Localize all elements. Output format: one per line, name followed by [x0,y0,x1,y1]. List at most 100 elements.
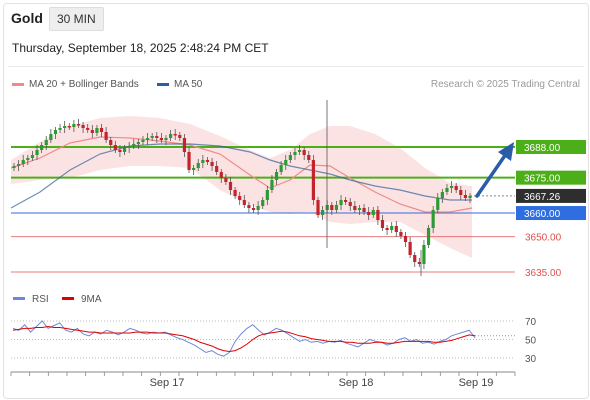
candle-body [201,160,205,163]
candle-body [113,145,117,150]
candle-body [270,180,274,190]
instrument-title: Gold [11,10,43,26]
candle-body [362,208,366,212]
candle-body [367,212,371,215]
candle-body [251,208,256,210]
rsi-ma-legend-swatch [62,297,74,300]
candle-body [426,228,431,245]
level-label-3635.00: 3635.00 [525,268,562,279]
candle-body [49,134,53,140]
candle-body [440,192,444,198]
ma50-label: MA 50 [174,79,203,90]
candle-body [316,200,320,215]
candle-body [99,128,104,132]
candle-body [86,128,90,130]
level-labels: 3688.00 3675.00 3667.26 3660.00 3650.00 3635.… [516,140,586,279]
candle-body [399,232,403,236]
candle-body [339,200,343,205]
candle-body [307,155,311,160]
candle-body [95,128,99,133]
candle-body [445,188,449,192]
candle-body [265,190,269,200]
candle-body [35,150,39,155]
bollinger-band-area [11,116,472,258]
candle-body [215,166,219,172]
candle-body [187,152,191,170]
candle-body [242,200,246,205]
level-label-3650.00: 3650.00 [525,233,562,244]
candle-body [141,140,145,142]
candle-body [371,210,375,215]
time-label-2: Sep 19 [459,377,494,389]
candle-body [178,135,182,138]
candle-body [90,130,94,133]
candle-body [224,178,228,182]
candle-body [104,132,108,140]
candle-body [17,164,21,166]
candle-body [233,190,237,196]
candle-body [459,190,463,195]
level-tag-3667.26 [516,188,586,203]
candle-body [463,195,467,198]
candle-body [30,155,35,158]
level-tag-3660.00 [516,206,586,221]
candle-body [302,150,306,155]
candle-body [192,168,196,170]
candle-body [81,125,85,128]
candle-body [182,138,187,152]
candle-body [394,226,398,232]
candle-body [390,226,394,230]
candle-body [63,126,67,128]
candle-body [21,160,25,164]
price-levels [11,146,515,273]
top-bar: Gold 30 MIN [0,0,590,36]
candle-body [53,130,58,134]
candle-body [238,196,242,200]
ma20-label: MA 20 + Bollinger Bands [29,79,139,90]
candle-body [436,198,440,210]
candle-body [210,162,214,166]
candle-body [58,128,62,130]
candle-body [127,146,131,148]
candle-body [279,165,283,172]
time-label-0: Sep 17 [150,377,185,389]
candle-body [334,205,339,210]
candle-body [109,140,113,145]
rsi-legend-swatch [13,297,25,300]
candle-body [219,172,223,178]
legend-ma50: MA 50 [157,79,202,90]
rsi-ma-line [12,326,476,353]
candle-body [136,142,140,144]
rsi-tick-70: 70 [525,317,537,328]
bollinger-band [11,116,472,258]
candle-body [422,245,426,264]
candle-body [431,210,435,228]
candle-body [67,126,71,128]
candle-body [155,136,159,138]
candle-body [76,124,81,126]
candle-body [330,205,334,210]
candle-body [348,202,352,206]
candle-body [132,144,136,146]
candle-body [408,242,412,255]
candle-body [376,210,380,220]
level-tag-3675.00 [516,170,586,185]
candle-body [284,160,288,165]
candle-body [12,166,16,168]
level-label-3675.00: 3675.00 [524,174,561,185]
timeframe-button[interactable]: 30 MIN [49,7,104,31]
candle-body [311,160,315,200]
ma20-line [10,136,473,213]
candle-body [145,138,150,140]
candle-body [357,208,362,210]
time-label-1: Sep 18 [339,377,374,389]
candle-body [256,206,260,210]
candle-body [150,136,154,138]
forecast-arrow [475,142,514,198]
candle-body [122,148,127,152]
candles [12,100,472,276]
forecast-arrow-shaft [475,152,508,198]
candle-body [40,145,44,150]
candle-body [413,255,417,262]
